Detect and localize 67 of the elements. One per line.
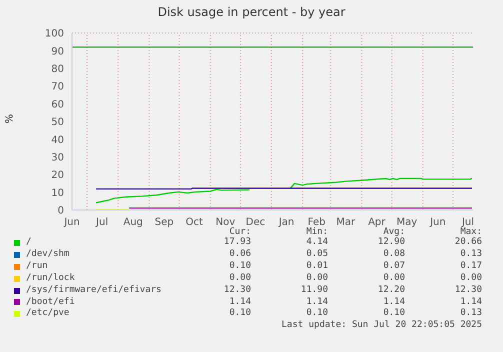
text: 0.05 — [305, 248, 328, 261]
legend-label: /run — [26, 260, 49, 273]
text: 12.30 — [454, 284, 482, 297]
y-tick-label: 20 — [51, 170, 64, 182]
legend-label: /etc/pve — [26, 308, 70, 320]
text: 0.10 — [228, 308, 251, 320]
text: 11.90 — [300, 284, 328, 297]
y-tick-label: 60 — [51, 99, 64, 110]
text: 4.14 — [305, 237, 328, 249]
x-tick-label: Jul — [460, 217, 474, 228]
x-tick-label: Jan — [278, 217, 294, 228]
legend-label: /sys/firmware/efi/efivars — [26, 284, 162, 297]
x-tick-label: Jun — [429, 217, 446, 228]
legend-label: / — [26, 237, 32, 249]
text: 1.14 — [382, 296, 405, 308]
legend-label: /dev/shm — [26, 248, 70, 261]
text: 0.10 — [382, 308, 405, 320]
x-tick-label: Jul — [95, 217, 108, 228]
x-tick-label: Oct — [186, 217, 204, 228]
text: 1.14 — [305, 296, 328, 308]
legend-label: /boot/efi — [26, 296, 76, 308]
text: 0.13 — [459, 308, 482, 320]
x-tick-label: Mar — [336, 217, 356, 228]
text: 12.90 — [376, 237, 405, 249]
text: Last update: Sun Jul 20 22:05:05 2025 — [280, 320, 482, 332]
y-tick-label: 70 — [51, 82, 64, 93]
y-tick-label: 80 — [51, 64, 64, 75]
text: 0.07 — [382, 260, 405, 273]
y-tick-label: 50 — [51, 117, 64, 128]
chart-title: Disk usage in percent - by year — [156, 5, 346, 19]
text: 12.20 — [376, 284, 405, 297]
x-tick-label: Dec — [246, 217, 266, 228]
y-tick-label: 100 — [44, 28, 64, 40]
x-tick-label: Jun — [63, 217, 80, 228]
text: Max: — [459, 227, 482, 237]
text: 0.00 — [228, 272, 251, 285]
text: 0.13 — [459, 248, 482, 261]
text: 12.30 — [222, 284, 251, 297]
text: Cur: — [228, 227, 251, 237]
x-tick-label: Aug — [123, 217, 143, 228]
text: 0.08 — [382, 248, 405, 261]
text: 0.01 — [305, 260, 328, 273]
x-tick-label: Apr — [368, 217, 386, 228]
y-tick-label: 40 — [51, 134, 64, 146]
text: Avg: — [383, 227, 405, 237]
y-tick-label: 90 — [51, 46, 64, 58]
text: 0.00 — [459, 272, 482, 285]
x-tick-label: May — [396, 217, 418, 228]
y-tick-label: 0 — [58, 206, 64, 217]
legend-label: /run/lock — [26, 272, 76, 285]
x-tick-label: Nov — [216, 217, 236, 228]
x-tick-label: Feb — [308, 217, 326, 228]
x-tick-label: Sep — [154, 217, 174, 228]
y-tick-label: 10 — [51, 188, 64, 199]
text: 0.06 — [228, 248, 251, 261]
text: 17.93 — [222, 237, 251, 249]
text: Min: — [305, 227, 328, 237]
text: 0.10 — [305, 308, 328, 320]
text: 0.10 — [228, 260, 251, 273]
y-tick-label: 30 — [51, 152, 64, 164]
text: 0.00 — [305, 272, 328, 285]
text: 20.66 — [454, 237, 482, 249]
text: 1.14 — [459, 296, 482, 308]
text: 0.17 — [459, 260, 482, 273]
text: 1.14 — [228, 296, 251, 308]
y-axis-title: % — [4, 112, 16, 124]
text: 0.00 — [382, 272, 405, 285]
